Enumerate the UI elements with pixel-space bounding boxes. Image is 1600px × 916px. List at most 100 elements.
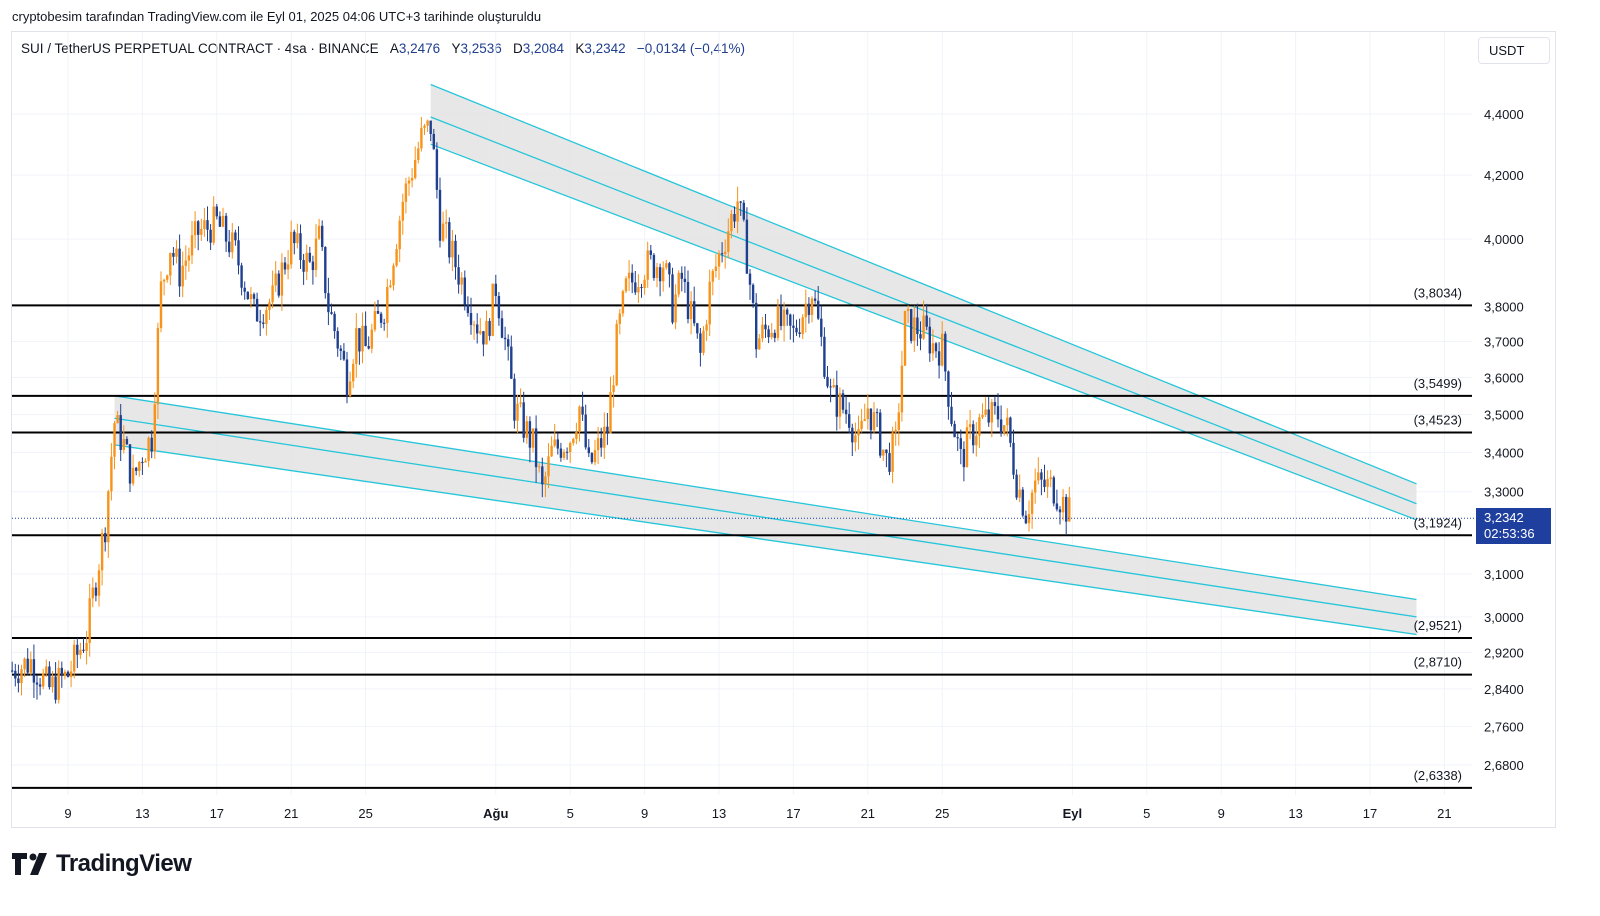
candle-body	[1037, 472, 1040, 481]
candle-body	[987, 409, 990, 423]
candle-body	[906, 309, 910, 312]
candle-body	[234, 232, 237, 241]
candle-body	[472, 324, 476, 326]
candle-body	[832, 385, 835, 388]
candle-body	[928, 326, 931, 354]
candle-body	[128, 444, 132, 484]
candle-body	[773, 332, 776, 338]
candle-body	[795, 327, 798, 333]
candle-body	[779, 305, 783, 326]
candle-body	[913, 317, 916, 341]
candle-body	[1009, 417, 1012, 443]
candle-body	[69, 671, 73, 677]
candle-body	[910, 309, 913, 341]
candle-body	[1034, 480, 1037, 493]
candle-body	[51, 676, 54, 688]
candle-body	[863, 419, 866, 421]
x-axis-tick-label: 17	[786, 806, 800, 821]
candle-body	[627, 272, 631, 279]
candle-body	[181, 265, 184, 287]
candle-body	[817, 300, 820, 319]
candle-body	[32, 659, 36, 683]
candle-body	[265, 309, 268, 324]
candle-body	[169, 252, 172, 276]
candle-body	[1068, 497, 1071, 522]
candle-body	[770, 332, 773, 338]
x-axis-tick-label: 5	[1143, 806, 1150, 821]
candle-body	[553, 439, 556, 446]
candle-body	[100, 533, 104, 571]
candle-body	[556, 439, 559, 449]
candle-body	[603, 426, 606, 448]
candle-body	[786, 309, 789, 315]
last-price-tag: 3,2342 02:53:36	[1476, 508, 1551, 544]
candle-body	[835, 385, 838, 417]
candle-body	[733, 214, 736, 222]
candle-body	[283, 262, 287, 270]
candle-body	[745, 219, 749, 274]
y-axis-tick-label: 3,0000	[1484, 610, 1524, 625]
candle-body	[116, 415, 119, 424]
symbol-name[interactable]: SUI / TetherUS PERPETUAL CONTRACT · 4sa …	[21, 41, 379, 56]
candle-body	[711, 271, 714, 282]
candle-body	[383, 322, 386, 324]
candle-body	[197, 221, 200, 235]
candle-body	[370, 329, 373, 349]
candle-body	[1024, 515, 1028, 524]
tradingview-logo[interactable]: TradingView	[12, 850, 192, 878]
candle-body	[237, 240, 240, 266]
candle-body	[63, 671, 67, 676]
candle-body	[758, 338, 761, 350]
candle-body	[1021, 489, 1024, 516]
candle-body	[767, 329, 770, 338]
candle-body	[662, 267, 665, 282]
y-axis-tick-label: 3,4000	[1484, 446, 1524, 461]
candle-body	[801, 317, 804, 334]
x-axis-tick-label: 21	[1437, 806, 1451, 821]
candle-body	[488, 320, 491, 336]
candle-body	[683, 278, 687, 282]
candle-body	[367, 346, 370, 349]
candle-body	[48, 666, 51, 688]
candle-body	[85, 642, 88, 651]
candle-body	[122, 438, 125, 450]
candle-body	[376, 310, 380, 314]
candle-body	[826, 376, 829, 387]
candle-body	[150, 437, 153, 452]
y-axis-tick-label: 3,1000	[1484, 567, 1524, 582]
candle-body	[240, 265, 243, 288]
candle-body	[572, 438, 575, 444]
candle-body	[782, 309, 786, 326]
candle-body	[569, 443, 572, 453]
candle-body	[807, 303, 811, 315]
candle-body	[94, 587, 98, 596]
candle-body	[621, 291, 625, 314]
candle-body	[17, 678, 20, 684]
candle-body	[355, 328, 358, 364]
candle-body	[941, 333, 944, 366]
chart-frame	[11, 31, 1556, 828]
candle-body	[311, 261, 315, 271]
y-axis-tick-label: 2,9200	[1484, 645, 1524, 660]
candle-body	[162, 279, 166, 282]
y-axis-tick-label: 4,4000	[1484, 107, 1524, 122]
candle-body	[503, 337, 507, 340]
candle-body	[1030, 492, 1034, 514]
currency-unit-button[interactable]: USDT	[1478, 37, 1550, 64]
low-value: 3,2084	[522, 41, 565, 56]
candle-body	[42, 673, 45, 687]
candle-body	[736, 201, 739, 222]
candle-body	[919, 334, 922, 339]
candle-body	[823, 336, 826, 377]
candle-body	[104, 533, 107, 543]
candle-body	[739, 201, 742, 203]
candle-body	[544, 476, 547, 485]
candle-body	[996, 406, 1000, 420]
x-axis-tick-label: Ağu	[483, 806, 508, 821]
candle-body	[29, 659, 32, 673]
candle-body	[962, 448, 966, 468]
candle-body	[231, 232, 234, 253]
candle-body	[228, 241, 231, 253]
candle-body	[696, 323, 699, 334]
